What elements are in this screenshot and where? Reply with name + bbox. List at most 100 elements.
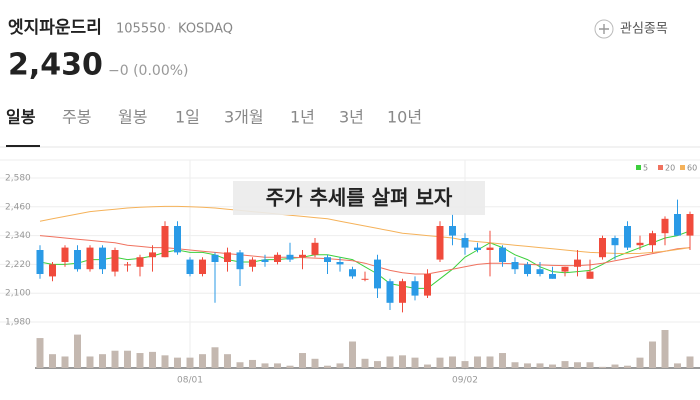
volume-bar (336, 363, 344, 368)
stock-name: 엣지파운드리 (8, 18, 102, 38)
tab[interactable]: 월봉 (118, 108, 147, 127)
volume-bar (461, 361, 469, 368)
volume-bar (136, 353, 144, 368)
candle-body (61, 247, 69, 262)
watch-label: 관심종목 (620, 22, 668, 37)
volume-bar (411, 357, 419, 368)
candle-body (161, 226, 169, 258)
y-tick-label: 2,340 (5, 231, 31, 241)
candle-body (199, 259, 206, 274)
volume-bar (474, 356, 481, 368)
legend-swatch (658, 165, 663, 170)
volume-bar (299, 353, 306, 368)
volume-bar (361, 358, 369, 368)
candle-body (399, 281, 406, 303)
candle-body (486, 247, 494, 250)
tab[interactable]: 10년 (387, 108, 422, 127)
volume-bar (536, 363, 544, 368)
volume-bar (436, 357, 444, 368)
candle-body (124, 264, 131, 266)
annotation-bg (233, 181, 485, 215)
price: 2,430 (8, 48, 103, 83)
volume-bar (274, 363, 281, 368)
volume-bar (49, 354, 56, 368)
volume-bar (661, 330, 669, 368)
y-tick-label: 2,580 (5, 174, 31, 184)
volume-bar (124, 350, 131, 368)
candle-body (649, 233, 656, 246)
tab[interactable]: 1일 (175, 108, 200, 127)
candle-body (374, 259, 381, 289)
volume-bar (61, 356, 69, 368)
candle-body (111, 250, 119, 272)
candle-body (599, 238, 606, 258)
candle-body (624, 226, 631, 248)
tab[interactable]: 일봉 (6, 108, 36, 127)
candle-body (274, 254, 281, 262)
y-tick-label: 1,980 (5, 318, 31, 328)
volume-bar (624, 365, 631, 368)
y-tick-label: 2,220 (5, 260, 31, 270)
change: −0 (0.00%) (108, 63, 189, 79)
candle-body (636, 242, 644, 246)
tabs: 일봉 주봉 월봉 1일 3개월 1년 3년 10년 (6, 108, 422, 127)
candle-body (286, 254, 294, 260)
candle-body (186, 259, 194, 274)
volume-bar (111, 350, 119, 368)
candle-body (474, 247, 481, 250)
tab[interactable]: 3개월 (224, 108, 264, 127)
legend-label: 20 (665, 164, 675, 173)
candle-body (49, 264, 56, 277)
legend-label: 5 (643, 164, 648, 173)
tab[interactable]: 1년 (290, 108, 315, 127)
candle-body (386, 281, 394, 303)
candle-body (99, 247, 106, 270)
volume-bar (549, 364, 556, 368)
candle-body (224, 252, 231, 262)
candle-body (586, 271, 594, 279)
volume-bar (561, 361, 569, 368)
volume-bar (261, 363, 269, 368)
chart: 1,980 2,100 2,220 2,340 2,460 2,580 08/01 09/02… (0, 159, 700, 386)
volume-bar (674, 363, 681, 368)
watch-button[interactable]: 관심종목 (594, 19, 668, 39)
candle-body (311, 242, 319, 255)
candle-body (674, 214, 681, 236)
tab[interactable]: 3년 (339, 108, 364, 127)
tab[interactable]: 주봉 (62, 108, 91, 127)
volume-bar (74, 334, 81, 368)
volume-bar (286, 365, 294, 368)
volume-bar (236, 362, 244, 368)
candle-body (686, 214, 694, 236)
candle-body (149, 252, 156, 258)
legend-label: 60 (687, 164, 697, 173)
candle-body (74, 250, 81, 270)
plus-icon-lines (599, 24, 609, 34)
volume-bar (686, 356, 694, 368)
annotation: 주가 추세를 살펴 보자 (266, 186, 453, 210)
volume-bar (649, 341, 656, 368)
volume-bar (249, 359, 256, 368)
moving-average (39, 205, 691, 255)
candle-body (174, 226, 181, 253)
market: KOSDAQ (178, 22, 233, 37)
candle-body (299, 254, 306, 258)
candle-body (436, 226, 444, 260)
volume-bar (224, 354, 231, 368)
candle-body (611, 238, 619, 246)
separator: · (167, 22, 171, 37)
y-tick-label: 2,460 (5, 202, 31, 212)
candle-body (461, 238, 469, 248)
candle-body (336, 262, 344, 265)
volume-bar (486, 356, 494, 368)
volume-bar (424, 364, 431, 368)
volume-bar (586, 362, 594, 368)
candle-body (236, 252, 244, 270)
volume-bar (449, 356, 456, 368)
x-tick-label: 09/02 (452, 376, 478, 386)
candle-body (411, 281, 419, 296)
volume-bar (349, 341, 356, 368)
candle-body (549, 274, 556, 279)
candle-body (449, 226, 456, 236)
candle-body (249, 259, 256, 267)
